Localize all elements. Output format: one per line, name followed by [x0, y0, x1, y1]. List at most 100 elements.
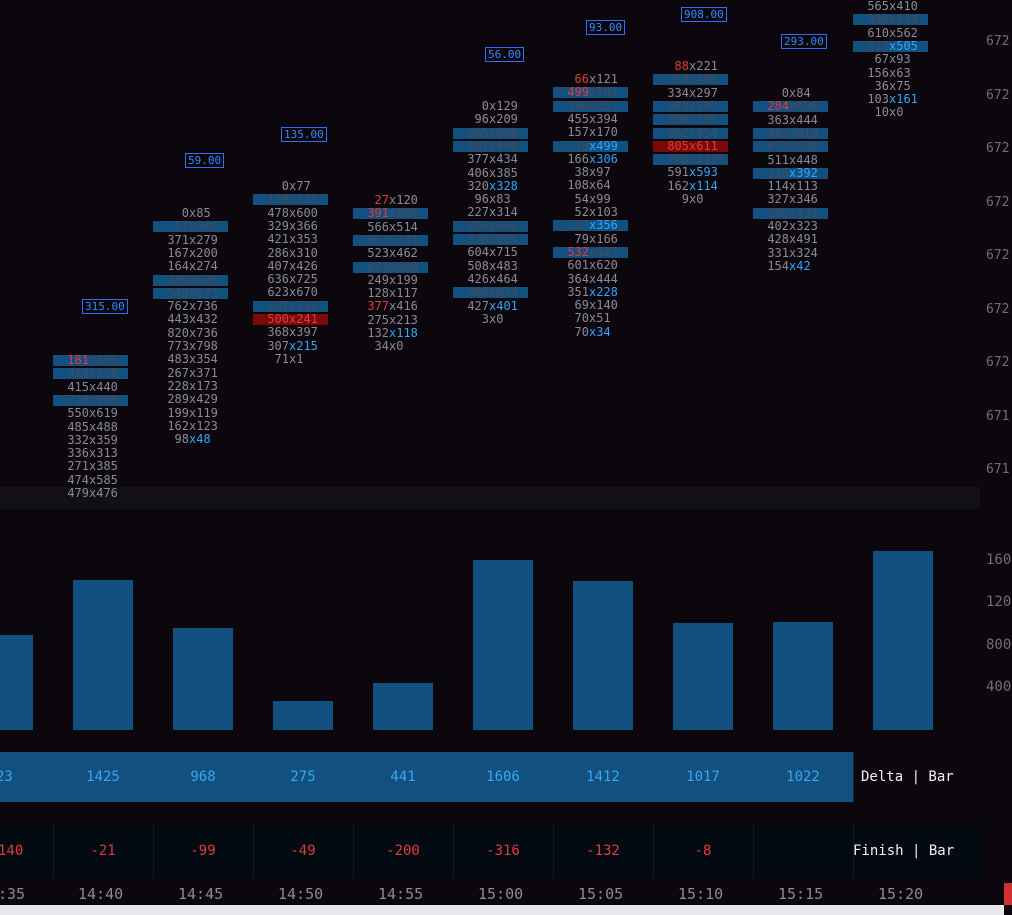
footprint-cell-highlight	[153, 287, 228, 299]
ask-volume: x440	[89, 379, 118, 394]
footprint-cell: 128 x117	[353, 287, 428, 300]
footprint-cell: 805 x611	[653, 138, 728, 153]
ask-volume: x728	[89, 366, 118, 381]
ask-volume: x674	[489, 285, 518, 300]
footprint-cell: 228 x173	[153, 379, 228, 393]
bid-volume: 415	[67, 379, 89, 394]
footprint-cell: 455 x394	[553, 111, 628, 126]
footprint-cell-highlight	[853, 40, 928, 52]
footprint-cell-highlight	[53, 368, 128, 380]
price-tick-label: 671	[986, 462, 1010, 477]
bid-volume: 428	[767, 232, 789, 247]
footprint-cell: 402 x323	[753, 220, 828, 233]
bid-volume: 407	[267, 258, 289, 273]
bid-volume: 383	[667, 98, 689, 113]
time-tick-label: 15:15	[778, 885, 824, 903]
footprint-cell: 36 x75	[853, 78, 928, 93]
footprint-cell: 0 x84	[753, 87, 828, 100]
bid-volume: 550	[67, 406, 89, 421]
ask-volume: x670	[289, 285, 318, 300]
ask-volume: x1	[289, 351, 304, 366]
ask-volume: x310	[289, 245, 318, 260]
footprint-cell: 428 x491	[753, 233, 828, 246]
bid-volume: 604	[467, 245, 489, 260]
footprint-cell: 181 x456	[53, 354, 128, 367]
volume-bar	[473, 560, 533, 730]
ask-volume: x119	[189, 405, 218, 420]
volume-bar	[873, 550, 933, 730]
scroll-marker[interactable]	[1004, 883, 1012, 905]
ask-volume: x48	[189, 432, 211, 447]
bid-volume: 320	[467, 178, 489, 193]
finish-cell: -8	[653, 824, 754, 879]
footprint-cell: 443 x432	[153, 313, 228, 326]
footprint-cell: 329 x366	[253, 218, 328, 233]
footprint-cell: 549 x671	[153, 286, 228, 300]
footprint-cell: 114 x113	[753, 180, 828, 193]
ask-volume: x75	[889, 78, 911, 93]
delta-cell: 1022	[753, 752, 854, 802]
ask-volume: x401	[489, 298, 518, 313]
bid-volume: 508	[467, 258, 489, 273]
footprint-cell: 511 x448	[753, 153, 828, 167]
ask-volume: x199	[389, 272, 418, 287]
footprint-cell: 166 x306	[553, 152, 628, 166]
ask-volume: x427	[589, 244, 618, 259]
ask-volume: x394	[589, 111, 618, 126]
time-tick-label: 15:10	[678, 885, 724, 903]
footprint-cell: 526 x685	[453, 233, 528, 246]
ask-volume: x476	[89, 486, 118, 500]
ask-volume: x611	[689, 138, 718, 153]
price-tick-label: 672	[986, 194, 1010, 210]
ask-volume: x166	[589, 231, 618, 246]
bid-volume: 402	[767, 125, 789, 140]
bid-volume: 532	[567, 244, 589, 259]
volume-tick-label: 800	[986, 636, 1012, 653]
ask-volume: x431	[789, 205, 818, 220]
ask-volume: x464	[489, 271, 518, 286]
bid-volume: 327	[767, 192, 789, 207]
footprint-cell-highlight	[753, 207, 828, 219]
ask-volume: x444	[789, 112, 818, 127]
footprint-cell: 132 x118	[353, 327, 428, 340]
bid-volume: 285	[767, 205, 789, 220]
footprint-cell: 156 x63	[853, 66, 928, 80]
footprint-cell: 500 x241	[253, 313, 328, 326]
delta-cell: 275	[253, 752, 354, 802]
bid-volume: 38	[574, 165, 589, 180]
bid-volume: 267	[167, 365, 189, 380]
bid-volume: 71	[274, 351, 289, 366]
footprint-cell: 54 x99	[553, 192, 628, 206]
footprint-cell: 591 x593	[653, 166, 728, 179]
footprint-cell: 108 x64	[553, 179, 628, 192]
footprint-cell: 483 x354	[153, 353, 228, 366]
ask-volume: x354	[189, 352, 218, 367]
bid-volume: 215	[867, 38, 889, 53]
footprint-cell-highlight	[153, 274, 228, 286]
bid-volume: 523	[367, 246, 389, 261]
bid-volume: 70	[574, 311, 589, 326]
footprint-cell: 258 x405	[653, 73, 728, 86]
ask-volume: x444	[589, 271, 618, 286]
ask-volume: x366	[289, 218, 318, 233]
ask-volume: x410	[889, 0, 918, 13]
ask-volume: x798	[189, 339, 218, 353]
footprint-cell-highlight	[253, 314, 328, 325]
footprint-cell-highlight	[653, 114, 728, 126]
footprint-cell: 820 x736	[153, 326, 228, 340]
ask-volume: x200	[189, 245, 218, 260]
horizontal-scrollbar[interactable]	[0, 905, 1004, 915]
ask-volume: x215	[289, 338, 318, 353]
footprint-cell: 636 x725	[253, 273, 328, 286]
delta-cell: 1425	[53, 752, 154, 802]
footprint-cell: 396 x557	[553, 99, 628, 113]
ask-volume: x353	[289, 232, 318, 247]
footprint-cell-highlight	[653, 74, 728, 86]
ask-volume: x369	[189, 219, 218, 234]
bid-volume: 128	[367, 286, 389, 301]
bid-volume: 235	[767, 165, 789, 180]
footprint-cell: 394 x665	[453, 219, 528, 233]
footprint-cell-highlight	[353, 261, 428, 273]
footprint-cell-highlight	[553, 220, 628, 232]
ask-volume: x97	[589, 165, 611, 180]
